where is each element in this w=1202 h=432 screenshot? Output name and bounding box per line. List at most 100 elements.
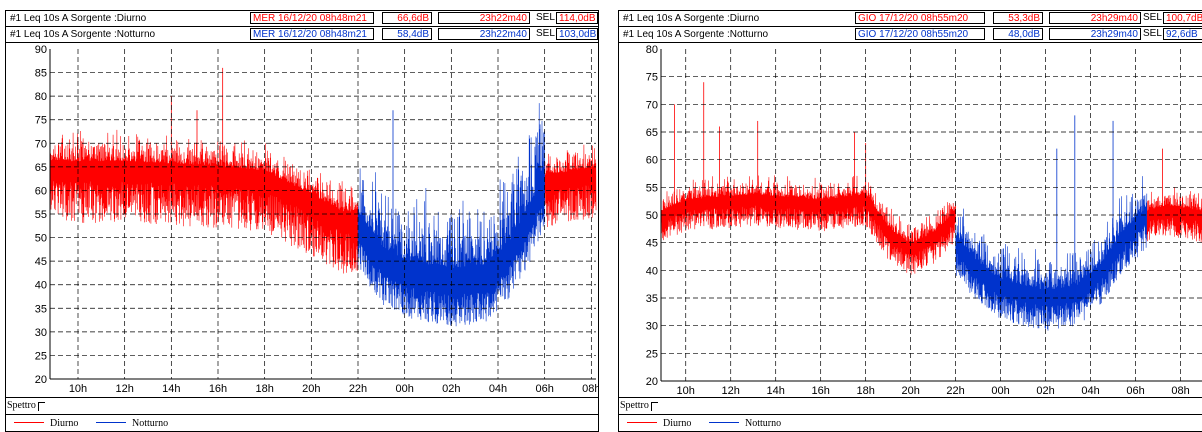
sel-value: 103,0dB xyxy=(556,28,598,40)
y-tick-label: 60 xyxy=(35,185,47,197)
y-tick-label: 65 xyxy=(35,162,47,174)
x-tick-label: 00h xyxy=(395,383,413,395)
x-tick-label: 16h xyxy=(209,383,227,395)
x-tick-label: 04h xyxy=(489,383,507,395)
x-tick-label: 08h xyxy=(582,383,598,395)
sel-value: 92,6dB xyxy=(1163,28,1202,40)
sel-label: SEL xyxy=(1143,28,1162,39)
y-tick-label: 80 xyxy=(646,44,658,56)
series-line-diurno xyxy=(660,175,956,275)
x-tick-label: 14h xyxy=(162,383,180,395)
y-tick-label: 25 xyxy=(35,350,47,362)
x-tick-label: 00h xyxy=(991,385,1009,397)
y-tick-label: 60 xyxy=(646,155,658,167)
spettro-label: Spettro xyxy=(620,400,649,411)
y-tick-label: 35 xyxy=(646,293,658,305)
y-tick-label: 85 xyxy=(35,68,47,80)
y-tick-label: 50 xyxy=(646,210,658,222)
level-field: 48,0dB xyxy=(993,28,1043,40)
x-tick-label: 14h xyxy=(767,385,785,397)
y-tick-label: 65 xyxy=(646,127,658,139)
y-tick-label: 70 xyxy=(646,99,658,111)
legend-swatch-notturno xyxy=(709,422,739,423)
x-tick-label: 16h xyxy=(811,385,829,397)
y-tick-label: 25 xyxy=(646,348,658,360)
y-tick-label: 30 xyxy=(35,327,47,339)
x-tick-label: 22h xyxy=(946,385,964,397)
x-tick-label: 04h xyxy=(1081,385,1099,397)
spettro-row: Spettro xyxy=(6,397,598,414)
level-field: 53,3dB xyxy=(993,12,1043,24)
duration-field: 23h22m40 xyxy=(438,12,530,24)
y-tick-label: 40 xyxy=(646,265,658,277)
duration-field: 23h22m40 xyxy=(438,28,530,40)
series-notturno xyxy=(955,115,1148,331)
header-row-diurno: #1 Leq 10s A Sorgente :Diurno MER 16/12/… xyxy=(6,11,598,27)
x-tick-label: 12h xyxy=(115,383,133,395)
spettro-marker xyxy=(651,402,658,411)
header-row-notturno: #1 Leq 10s A Sorgente :Notturno MER 16/1… xyxy=(6,27,598,43)
legend: Diurno Notturno xyxy=(6,414,598,431)
sel-label: SEL xyxy=(1143,12,1162,23)
series-title: #1 Leq 10s A Sorgente :Notturno xyxy=(10,29,156,40)
x-tick-label: 06h xyxy=(535,383,553,395)
sel-label: SEL xyxy=(536,28,555,39)
y-tick-label: 30 xyxy=(646,321,658,333)
sel-value: 100,7dB xyxy=(1163,12,1202,24)
y-tick-label: 40 xyxy=(35,280,47,292)
level-field: 58,4dB xyxy=(382,28,432,40)
series-title: #1 Leq 10s A Sorgente :Diurno xyxy=(623,13,760,24)
level-field: 66,6dB xyxy=(382,12,432,24)
y-tick-label: 20 xyxy=(646,376,658,388)
spettro-row: Spettro xyxy=(619,397,1202,414)
y-tick-label: 80 xyxy=(35,91,47,103)
series-line-diurno xyxy=(544,144,597,228)
legend: Diurno Notturno xyxy=(619,414,1202,431)
y-tick-label: 70 xyxy=(35,138,47,150)
x-tick-label: 06h xyxy=(1126,385,1144,397)
y-tick-label: 90 xyxy=(35,44,47,56)
legend-swatch-diurno xyxy=(14,422,44,423)
y-tick-label: 55 xyxy=(35,209,47,221)
header-row-diurno: #1 Leq 10s A Sorgente :Diurno GIO 17/12/… xyxy=(619,11,1202,27)
y-tick-label: 45 xyxy=(646,238,658,250)
legend-swatch-notturno xyxy=(96,422,126,423)
grid xyxy=(661,49,1202,381)
y-tick-label: 20 xyxy=(35,374,47,386)
duration-field: 23h29m40 xyxy=(1049,12,1141,24)
y-tick-label: 35 xyxy=(35,303,47,315)
series-title: #1 Leq 10s A Sorgente :Diurno xyxy=(10,13,147,24)
legend-label-notturno: Notturno xyxy=(132,418,169,429)
datetime-field: MER 16/12/20 08h48m21 xyxy=(250,12,374,24)
time-series-chart: 20 25 30 35 40 45 50 55 60 65 70 75 80 10h 12h 14h 16h 18… xyxy=(646,44,1202,397)
duration-field: 23h29m40 xyxy=(1049,28,1141,40)
x-tick-label: 08h xyxy=(1171,385,1189,397)
legend-label-diurno: Diurno xyxy=(663,418,692,429)
x-tick-label: 18h xyxy=(255,383,273,395)
series-title: #1 Leq 10s A Sorgente :Notturno xyxy=(623,29,769,40)
x-tick-label: 12h xyxy=(722,385,740,397)
y-tick-label: 55 xyxy=(646,182,658,194)
time-series-chart: 20 25 30 35 40 45 50 55 60 65 70 75 80 85 90 10h 12h 14h 1… xyxy=(35,44,598,395)
legend-label-diurno: Diurno xyxy=(50,418,79,429)
x-tick-label: 10h xyxy=(677,385,695,397)
legend-swatch-diurno xyxy=(627,422,657,423)
sel-value: 114,0dB xyxy=(556,12,598,24)
series-line-diurno xyxy=(1146,186,1202,243)
x-tick-label: 20h xyxy=(302,383,320,395)
header-row-notturno: #1 Leq 10s A Sorgente :Notturno GIO 17/1… xyxy=(619,27,1202,43)
y-tick-label: 50 xyxy=(35,233,47,245)
x-tick-label: 18h xyxy=(856,385,874,397)
chart-panel-left: #1 Leq 10s A Sorgente :Diurno MER 16/12/… xyxy=(5,10,599,432)
datetime-field: GIO 17/12/20 08h55m20 xyxy=(855,12,985,24)
x-tick-label: 10h xyxy=(69,383,87,395)
chart-panel-right: #1 Leq 10s A Sorgente :Diurno GIO 17/12/… xyxy=(618,10,1202,432)
x-tick-label: 20h xyxy=(901,385,919,397)
datetime-field: GIO 17/12/20 08h55m20 xyxy=(855,28,985,40)
spettro-marker xyxy=(38,402,45,411)
y-tick-label: 75 xyxy=(646,72,658,84)
y-tick-label: 75 xyxy=(35,115,47,127)
x-tick-label: 02h xyxy=(442,383,460,395)
legend-label-notturno: Notturno xyxy=(745,418,782,429)
sel-label: SEL xyxy=(536,12,555,23)
